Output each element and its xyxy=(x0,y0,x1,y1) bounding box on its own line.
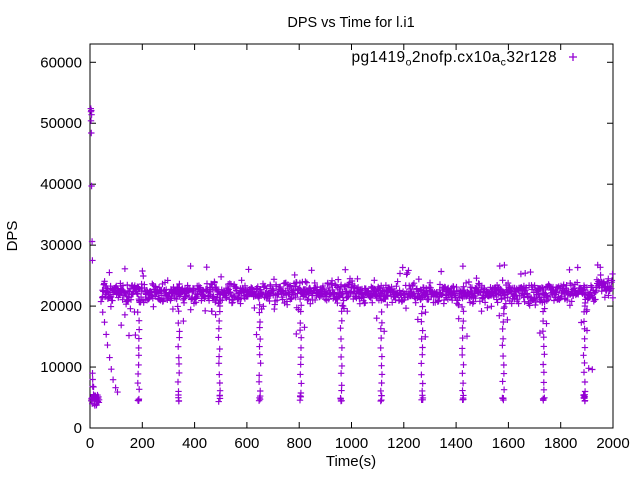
y-tick-label: 20000 xyxy=(40,298,82,315)
legend-marker-plus-icon xyxy=(569,53,577,61)
y-tick-label: 0 xyxy=(74,420,82,437)
x-tick-label: 1000 xyxy=(335,435,368,452)
x-tick-label: 0 xyxy=(86,435,94,452)
x-tick-label: 1400 xyxy=(439,435,472,452)
y-tick-labels: 0 10000 20000 30000 40000 50000 60000 xyxy=(40,54,82,437)
y-axis-label: DPS xyxy=(4,221,21,252)
x-tick-labels: 0 200 400 600 800 1000 1200 1400 1600 1800 2000 xyxy=(86,435,630,452)
x-tick-label: 600 xyxy=(234,435,259,452)
y-tick-label: 60000 xyxy=(40,54,82,71)
x-tick-label: 800 xyxy=(287,435,312,452)
y-tick-label: 30000 xyxy=(40,237,82,254)
plot-frame xyxy=(89,43,614,429)
legend-label: pg1419o2nofp.cx10ac32r128 xyxy=(351,49,557,69)
y-tick-label: 50000 xyxy=(40,115,82,132)
data-points-layer xyxy=(87,105,616,409)
legend: pg1419o2nofp.cx10ac32r128 xyxy=(351,49,577,69)
x-tick-label: 1800 xyxy=(544,435,577,452)
y-tick-label: 40000 xyxy=(40,176,82,193)
x-tick-label: 400 xyxy=(182,435,207,452)
x-axis-label: Time(s) xyxy=(326,453,376,470)
x-tick-label: 1200 xyxy=(387,435,420,452)
x-tick-label: 2000 xyxy=(596,435,629,452)
chart-title: DPS vs Time for l.i1 xyxy=(287,15,414,31)
x-tick-label: 1600 xyxy=(492,435,525,452)
y-tick-label: 10000 xyxy=(40,359,82,376)
x-tick-label: 200 xyxy=(130,435,155,452)
scatter-points xyxy=(87,105,616,409)
